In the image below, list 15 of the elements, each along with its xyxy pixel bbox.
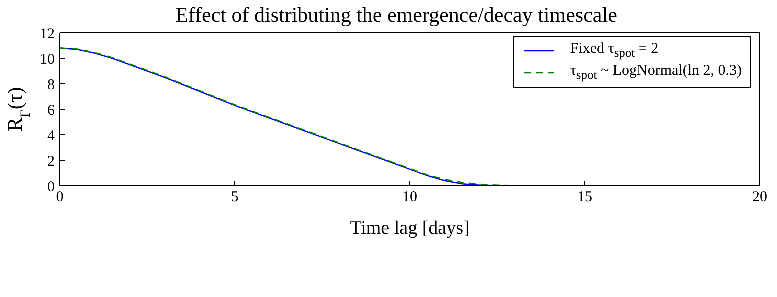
y-tick-label: 10 [40, 52, 55, 68]
x-tick-label: 20 [752, 190, 768, 206]
y-tick-label: 4 [48, 128, 56, 144]
y-tick-label: 0 [48, 179, 55, 196]
x-tick-label: 5 [231, 190, 239, 206]
y-tick-label: 8 [48, 77, 55, 94]
legend-label: Fixed τ$_{spot}$ = 2 [570, 41, 659, 61]
y-tick-label: 12 [40, 26, 55, 42]
y-tick-label: 6 [48, 102, 56, 119]
y-tick-label: 2 [48, 154, 55, 170]
x-axis-title: Time lag [days] [350, 218, 470, 239]
legend-label: τ$_{spot}$ ~ LogNormal(ln 2, 0.3) [570, 63, 742, 83]
x-tick-label: 15 [578, 190, 592, 206]
x-tick-label: 10 [402, 190, 418, 206]
chart-title: Effect of distributing the emergence/decay timescale [174, 2, 618, 28]
